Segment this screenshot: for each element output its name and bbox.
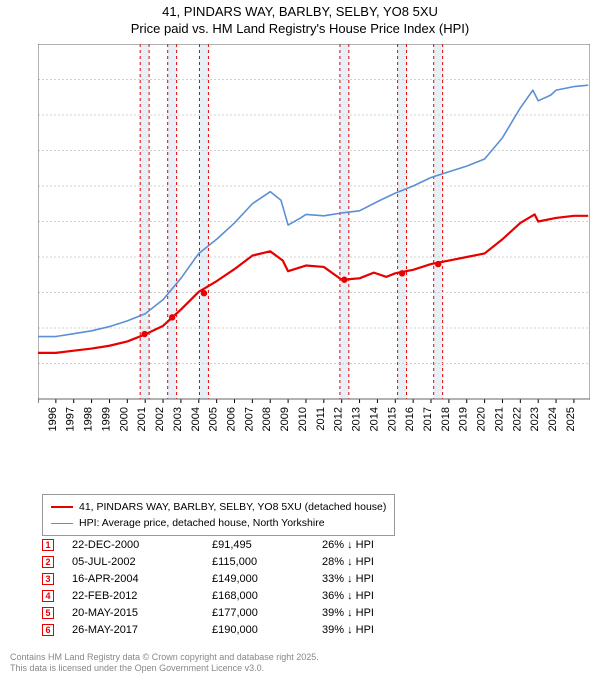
svg-text:1999: 1999	[100, 407, 112, 431]
sale-vs-hpi: 33% ↓ HPI	[322, 573, 442, 585]
svg-text:2016: 2016	[404, 407, 416, 431]
sale-marker: 2	[42, 556, 54, 568]
svg-text:1996: 1996	[47, 407, 59, 431]
legend-label: HPI: Average price, detached house, Nort…	[79, 517, 325, 529]
legend-row: HPI: Average price, detached house, Nort…	[51, 515, 386, 531]
sale-price: £168,000	[212, 590, 322, 602]
footer-line-2: This data is licensed under the Open Gov…	[10, 663, 319, 674]
chart-area: £0£50K£100K£150K£200K£250K£300K£350K£400…	[38, 44, 590, 444]
title-line-2: Price paid vs. HM Land Registry's House …	[0, 21, 600, 38]
svg-text:2007: 2007	[243, 407, 255, 431]
svg-text:2000: 2000	[118, 407, 130, 431]
svg-text:2021: 2021	[493, 407, 505, 431]
table-row: 5 20-MAY-2015£177,00039% ↓ HPI	[42, 604, 442, 621]
sale-date: 05-JUL-2002	[72, 556, 212, 568]
sale-price: £91,495	[212, 539, 322, 551]
sale-price: £149,000	[212, 573, 322, 585]
sale-price: £177,000	[212, 607, 322, 619]
sale-price: £115,000	[212, 556, 322, 568]
svg-text:2002: 2002	[154, 407, 166, 431]
sale-date: 20-MAY-2015	[72, 607, 212, 619]
sale-price: £190,000	[212, 624, 322, 636]
sale-marker: 4	[42, 590, 54, 602]
line-chart: £0£50K£100K£150K£200K£250K£300K£350K£400…	[38, 44, 590, 444]
chart-title-block: 41, PINDARS WAY, BARLBY, SELBY, YO8 5XU …	[0, 0, 600, 40]
svg-text:2015: 2015	[386, 407, 398, 431]
table-row: 4 22-FEB-2012£168,00036% ↓ HPI	[42, 587, 442, 604]
svg-text:2004: 2004	[190, 407, 202, 431]
svg-text:2008: 2008	[261, 407, 273, 431]
sale-date: 22-DEC-2000	[72, 539, 212, 551]
svg-text:2009: 2009	[279, 407, 291, 431]
svg-text:2011: 2011	[315, 407, 327, 431]
svg-text:2001: 2001	[136, 407, 148, 431]
legend: 41, PINDARS WAY, BARLBY, SELBY, YO8 5XU …	[42, 494, 395, 536]
svg-text:2023: 2023	[529, 407, 541, 431]
svg-text:2012: 2012	[333, 407, 345, 431]
legend-label: 41, PINDARS WAY, BARLBY, SELBY, YO8 5XU …	[79, 501, 386, 513]
svg-text:2017: 2017	[422, 407, 434, 431]
table-row: 2 05-JUL-2002£115,00028% ↓ HPI	[42, 553, 442, 570]
sale-marker: 1	[42, 539, 54, 551]
sale-marker: 3	[42, 573, 54, 585]
sale-marker: 5	[42, 607, 54, 619]
svg-text:2022: 2022	[511, 407, 523, 431]
sale-date: 26-MAY-2017	[72, 624, 212, 636]
svg-text:1995: 1995	[38, 407, 41, 431]
table-row: 3 16-APR-2004£149,00033% ↓ HPI	[42, 570, 442, 587]
svg-text:1997: 1997	[65, 407, 77, 431]
svg-text:2020: 2020	[476, 407, 488, 431]
svg-text:2010: 2010	[297, 407, 309, 431]
sale-date: 16-APR-2004	[72, 573, 212, 585]
footer-line-1: Contains HM Land Registry data © Crown c…	[10, 652, 319, 663]
svg-text:2014: 2014	[368, 407, 380, 431]
svg-text:2003: 2003	[172, 407, 184, 431]
table-row: 1 22-DEC-2000£91,49526% ↓ HPI	[42, 536, 442, 553]
table-row: 6 26-MAY-2017£190,00039% ↓ HPI	[42, 621, 442, 638]
legend-row: 41, PINDARS WAY, BARLBY, SELBY, YO8 5XU …	[51, 499, 386, 515]
sale-vs-hpi: 28% ↓ HPI	[322, 556, 442, 568]
svg-text:2025: 2025	[565, 407, 577, 431]
svg-text:2013: 2013	[351, 407, 363, 431]
sale-vs-hpi: 39% ↓ HPI	[322, 607, 442, 619]
footer: Contains HM Land Registry data © Crown c…	[10, 652, 319, 675]
svg-text:2005: 2005	[208, 407, 220, 431]
sale-vs-hpi: 26% ↓ HPI	[322, 539, 442, 551]
legend-swatch	[51, 506, 73, 508]
svg-text:2024: 2024	[547, 407, 559, 431]
sale-date: 22-FEB-2012	[72, 590, 212, 602]
svg-text:1998: 1998	[83, 407, 95, 431]
sale-marker: 6	[42, 624, 54, 636]
svg-text:2018: 2018	[440, 407, 452, 431]
legend-swatch	[51, 523, 73, 524]
svg-text:2019: 2019	[458, 407, 470, 431]
sale-vs-hpi: 39% ↓ HPI	[322, 624, 442, 636]
sale-vs-hpi: 36% ↓ HPI	[322, 590, 442, 602]
svg-text:2006: 2006	[226, 407, 238, 431]
title-line-1: 41, PINDARS WAY, BARLBY, SELBY, YO8 5XU	[0, 4, 600, 21]
sales-table: 1 22-DEC-2000£91,49526% ↓ HPI 2 05-JUL-2002…	[42, 536, 442, 638]
